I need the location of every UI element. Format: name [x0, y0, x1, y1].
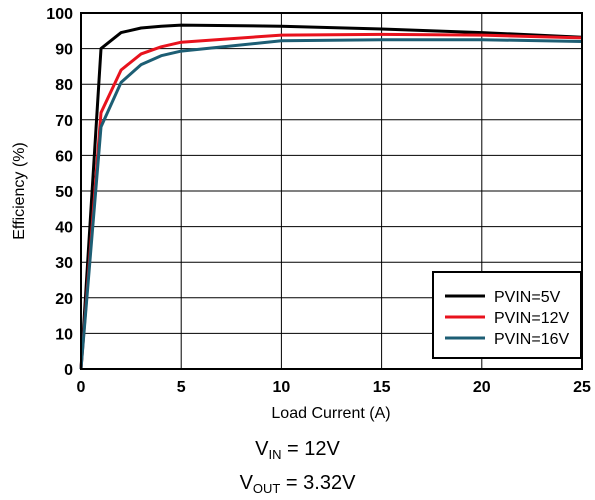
y-tick-label: 90 — [55, 42, 73, 59]
y-tick-label: 0 — [64, 362, 73, 379]
x-tick-label: 25 — [573, 379, 591, 396]
y-tick-label: 30 — [55, 255, 73, 272]
legend: PVIN=5V PVIN=12V PVIN=16V — [432, 271, 582, 359]
y-tick-label: 10 — [55, 326, 73, 343]
x-tick-label: 20 — [473, 379, 491, 396]
legend-label: PVIN=16V — [494, 331, 569, 348]
tick-labels: 0 5 10 15 20 25 0 10 20 30 40 50 60 70 80 90 100 — [46, 6, 591, 396]
x-tick-label: 5 — [177, 379, 186, 396]
y-axis-label: Efficiency (%) — [11, 142, 28, 240]
legend-label: PVIN=12V — [494, 310, 569, 327]
efficiency-chart: 0 5 10 15 20 25 0 10 20 30 40 50 60 70 80 90 100 Load Cu… — [11, 6, 591, 422]
plot-frame — [80, 12, 583, 370]
x-tick-label: 15 — [373, 379, 391, 396]
vout-subscript: OUT — [252, 481, 281, 496]
vin-caption: VIN = 12V — [0, 438, 595, 462]
series-line-pvin-16v — [79, 38, 583, 370]
y-tick-label: 80 — [55, 77, 73, 94]
y-tick-label: 20 — [55, 291, 73, 308]
series-line-pvin-12v — [79, 32, 583, 370]
y-tick-label: 50 — [55, 184, 73, 201]
vin-value: = 12V — [281, 438, 340, 460]
x-tick-label: 0 — [77, 379, 86, 396]
vin-label: V — [255, 438, 269, 460]
y-tick-label: 100 — [46, 6, 73, 23]
legend-label: PVIN=5V — [494, 289, 561, 306]
x-axis-label: Load Current (A) — [271, 405, 390, 422]
vout-value: = 3.32V — [280, 472, 356, 494]
vout-label: V — [239, 472, 253, 494]
y-tick-label: 60 — [55, 148, 73, 165]
y-tick-label: 40 — [55, 220, 73, 237]
vout-caption: VOUT = 3.32V — [0, 472, 595, 496]
series-lines — [79, 23, 583, 370]
vin-subscript: IN — [268, 447, 282, 462]
series-line-pvin-5v — [79, 23, 583, 370]
y-tick-label: 70 — [55, 113, 73, 130]
x-tick-label: 10 — [273, 379, 291, 396]
legend-box — [432, 271, 582, 359]
